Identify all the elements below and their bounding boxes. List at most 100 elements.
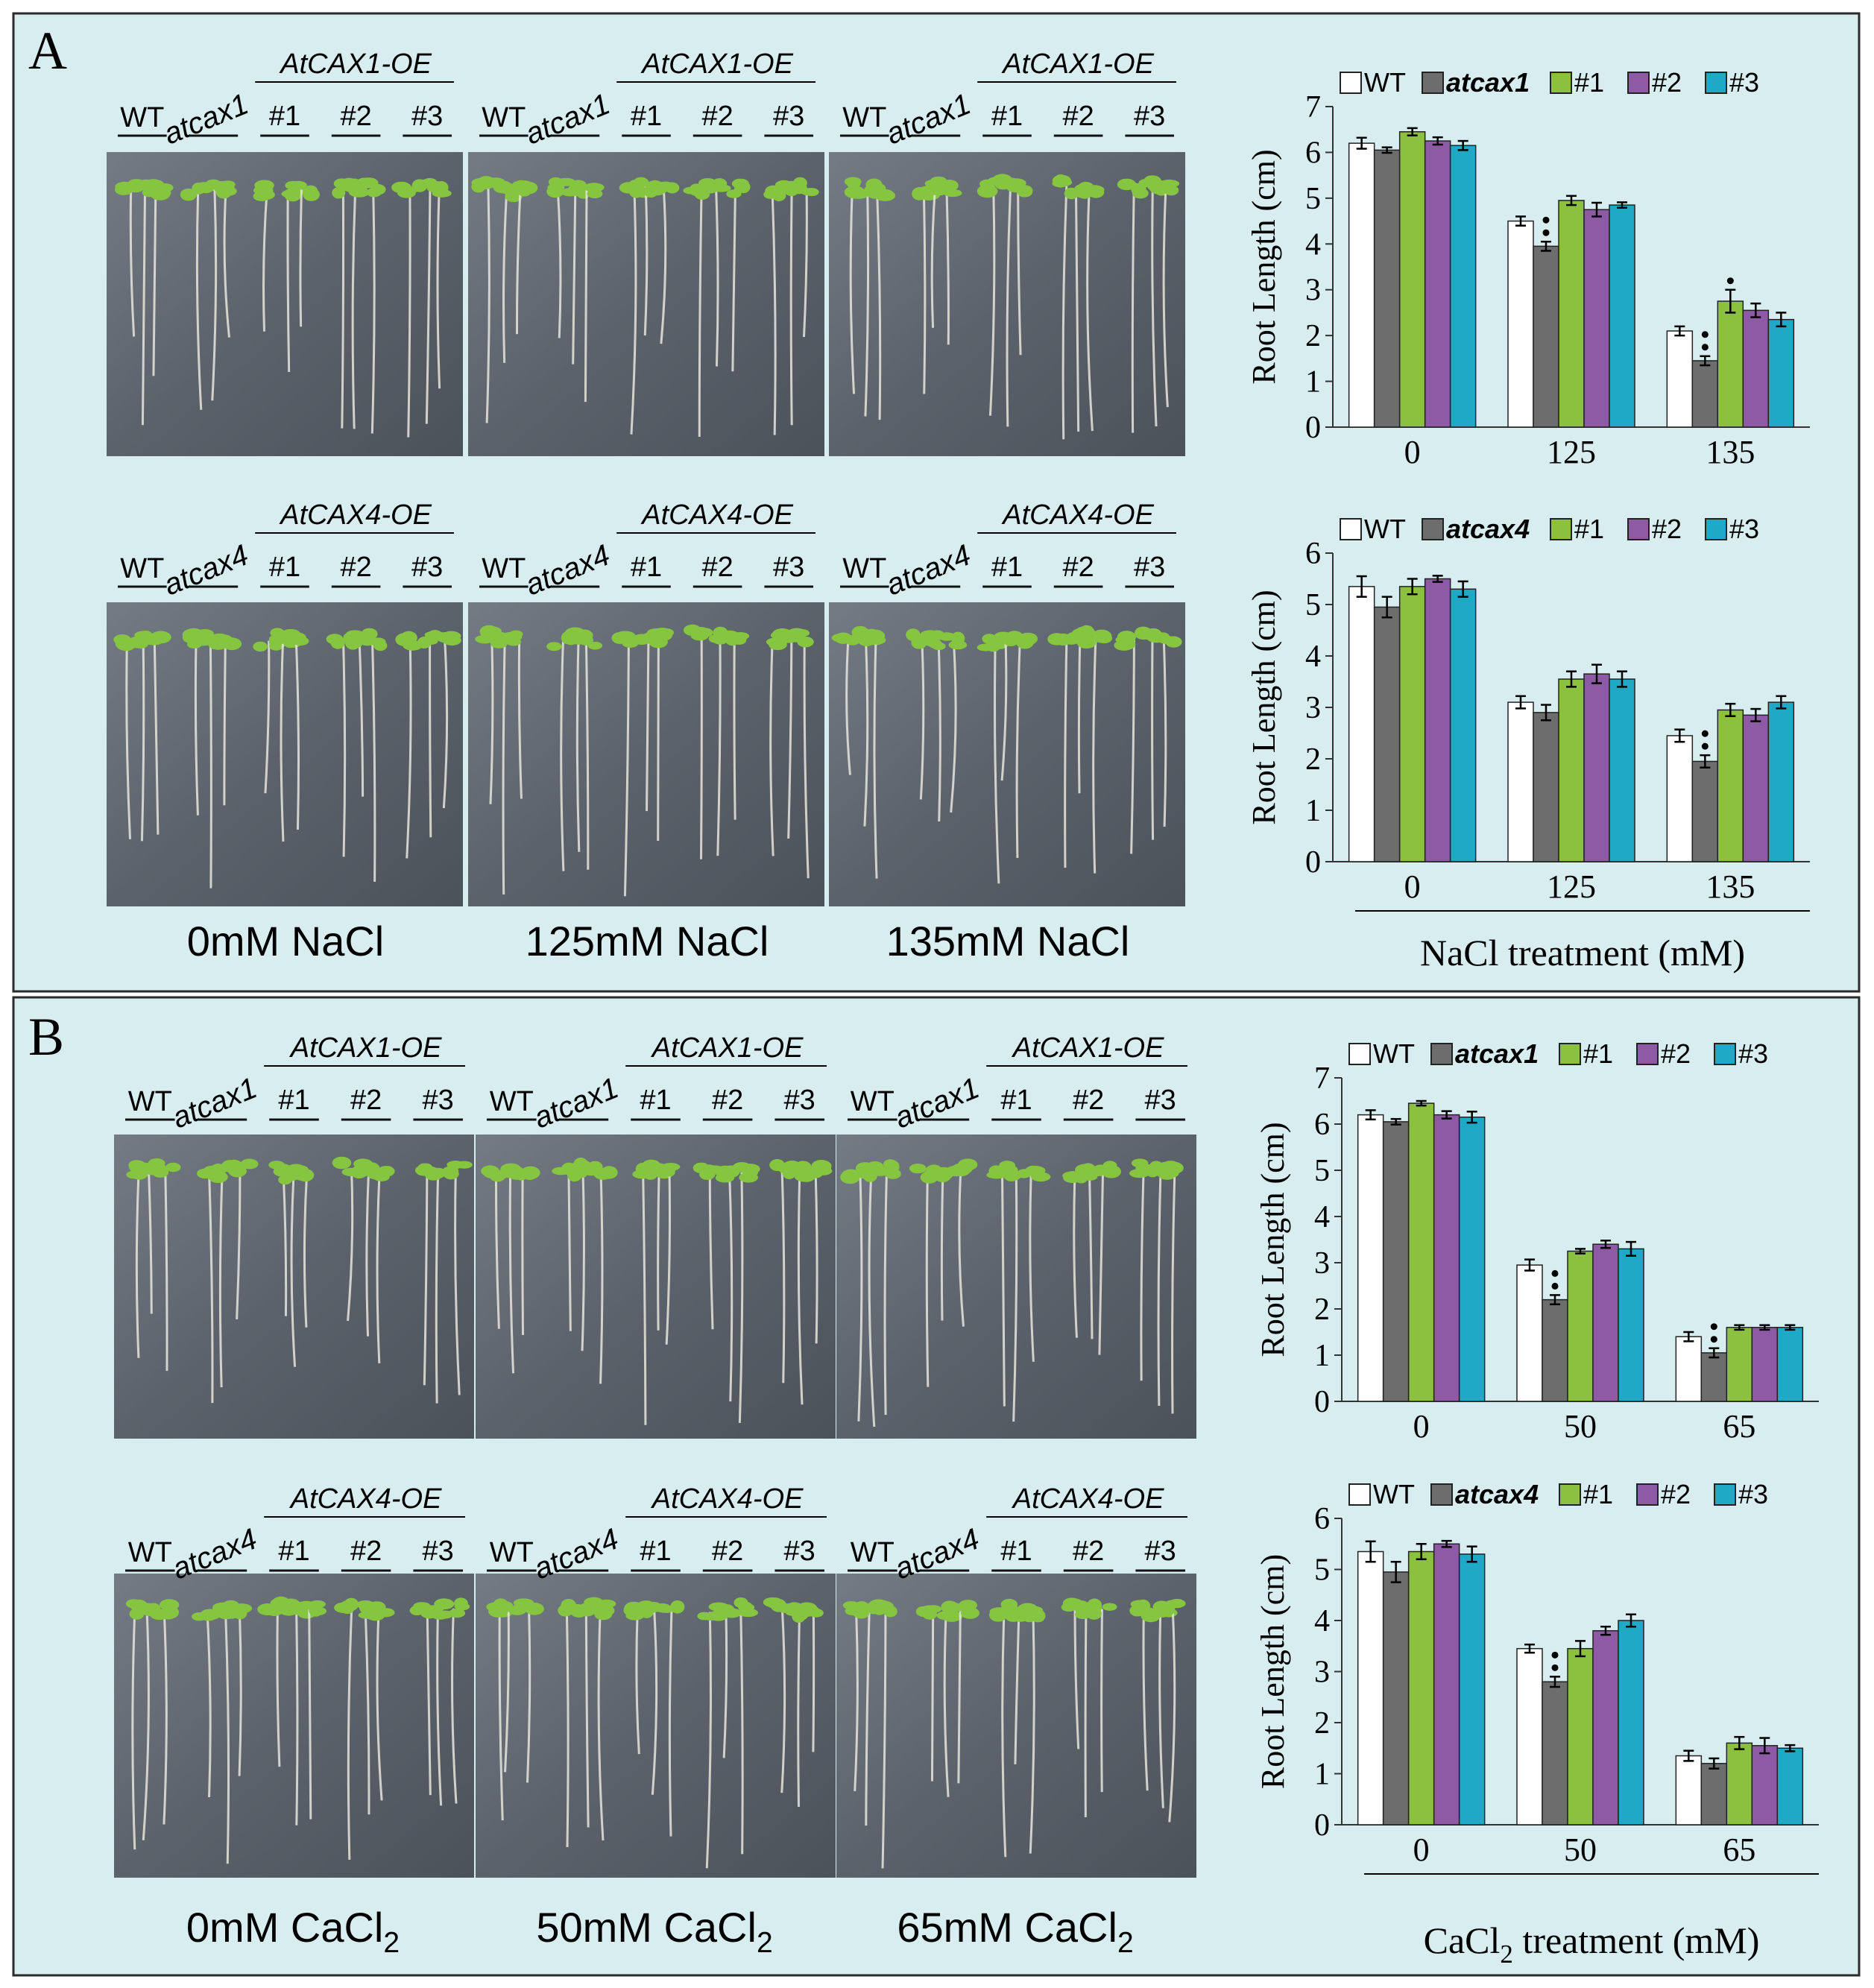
- y-tick-label: 3: [1305, 691, 1321, 725]
- root: [1015, 637, 1022, 859]
- seedling-leaf: [291, 1602, 307, 1615]
- root: [208, 1173, 214, 1404]
- significance-mark: [1701, 730, 1709, 737]
- condition-label: 0mM CaCl2: [186, 1904, 400, 1959]
- seedling-leaf: [370, 637, 386, 646]
- significance-mark: [1551, 1269, 1559, 1277]
- root: [865, 1608, 871, 1826]
- seedling-leaf: [127, 179, 145, 187]
- seedling-leaf: [145, 179, 162, 189]
- seedling-leaf: [256, 189, 275, 200]
- seedling-leaf: [376, 1608, 395, 1618]
- bar: [1592, 1243, 1619, 1402]
- seedling-leaf: [712, 178, 728, 189]
- bar: [1398, 131, 1426, 428]
- bar: [1373, 606, 1401, 862]
- significance-mark: [1542, 229, 1550, 236]
- root: [864, 189, 870, 417]
- seedling-leaf: [422, 177, 438, 188]
- legend-swatch: [1559, 1043, 1581, 1065]
- root: [516, 187, 522, 335]
- seedling-leaf: [309, 1600, 326, 1609]
- seedling-leaf: [546, 642, 562, 651]
- seedling-leaf: [417, 639, 431, 649]
- seedling-leaf: [649, 188, 665, 196]
- y-tick-label: 2: [1305, 742, 1321, 777]
- root: [565, 1609, 570, 1847]
- root: [436, 1612, 443, 1806]
- root: [294, 640, 300, 830]
- seedling-leaf: [697, 1612, 712, 1621]
- line-label: #3: [1134, 552, 1165, 583]
- root: [351, 188, 357, 429]
- root: [572, 187, 577, 365]
- root: [489, 636, 494, 804]
- seedling-leaf: [731, 178, 749, 189]
- root: [282, 1169, 288, 1316]
- seedling-leaf: [698, 177, 717, 189]
- bar: [1776, 1327, 1804, 1402]
- bar: [1726, 1742, 1753, 1826]
- condition-label: 0mM NaCl: [187, 918, 384, 965]
- root: [276, 1608, 281, 1767]
- bar: [1433, 1114, 1460, 1402]
- legend-label: #2: [1661, 1479, 1691, 1509]
- root: [597, 1608, 605, 1841]
- root: [1006, 188, 1012, 427]
- genotype-label-wt: WT: [120, 102, 164, 133]
- condition-label: 65mM CaCl2: [897, 1904, 1133, 1959]
- seedling-leaf: [326, 634, 344, 645]
- legend-swatch: [1348, 1483, 1371, 1506]
- root: [1092, 637, 1097, 874]
- bar: [1449, 588, 1477, 862]
- seedling-leaf: [1144, 633, 1165, 641]
- bar: [1751, 1745, 1779, 1826]
- seedling-leaf: [628, 179, 645, 189]
- seedling-leaf: [670, 1600, 685, 1614]
- legend-label: #3: [1738, 1038, 1768, 1069]
- seedling-leaf: [979, 179, 995, 189]
- seedling-leaf: [434, 1598, 455, 1610]
- legend-swatch: [1627, 518, 1650, 540]
- root: [812, 1608, 815, 1752]
- bar: [1609, 678, 1635, 862]
- bar: [1382, 1121, 1410, 1402]
- bar: [1407, 1102, 1435, 1402]
- seedling-leaf: [288, 180, 307, 190]
- seedling-leaf: [739, 1164, 760, 1175]
- root: [194, 638, 199, 815]
- y-tick-label: 0: [1314, 1808, 1330, 1843]
- significance-mark: [1701, 331, 1709, 338]
- seedling-leaf: [1129, 1169, 1150, 1178]
- legend-swatch: [1430, 1483, 1453, 1506]
- seedling-leaf: [796, 1602, 818, 1615]
- legend-label: #2: [1652, 514, 1682, 544]
- condition-label: 125mM NaCl: [526, 918, 769, 965]
- bar: [1516, 1264, 1543, 1402]
- root: [1073, 1173, 1078, 1338]
- panel-letter: B: [28, 1007, 64, 1067]
- legend-label: #3: [1738, 1479, 1768, 1509]
- genotype-label-wt: WT: [851, 1537, 895, 1568]
- root: [1142, 1607, 1149, 1791]
- seedling-leaf: [726, 189, 742, 198]
- root: [660, 191, 667, 344]
- root: [930, 1612, 935, 1782]
- legend-label: #2: [1652, 67, 1682, 98]
- seedling-leaf: [572, 1160, 592, 1171]
- y-tick-label: 3: [1314, 1656, 1330, 1690]
- significance-mark: [1551, 1664, 1559, 1671]
- line-label: #1: [991, 101, 1023, 132]
- root: [498, 1609, 504, 1821]
- root: [264, 640, 271, 794]
- line-label: #1: [631, 101, 662, 132]
- root: [1158, 1611, 1164, 1808]
- legend-swatch: [1705, 518, 1727, 540]
- root: [1084, 1611, 1088, 1817]
- legend-swatch: [1550, 518, 1572, 540]
- line-label: #2: [701, 552, 733, 583]
- line-label: #1: [278, 1085, 309, 1116]
- bar: [1583, 673, 1610, 862]
- seedling-leaf: [1000, 1165, 1018, 1175]
- seedling-leaf: [400, 631, 417, 645]
